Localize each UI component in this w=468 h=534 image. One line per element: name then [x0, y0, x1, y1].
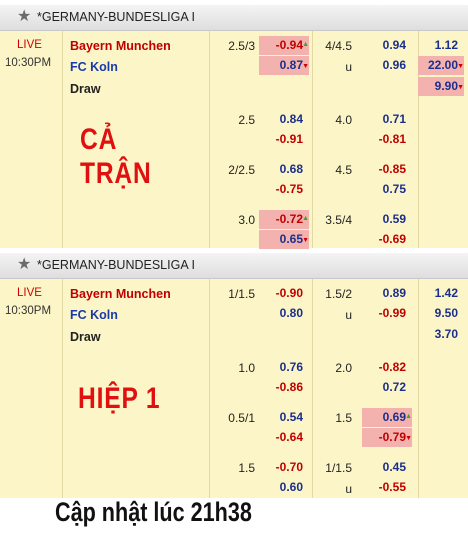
over-under-line: 4.5 [335, 163, 352, 177]
status-column: LIVE 10:30PM [0, 279, 63, 498]
under-odds[interactable]: -0.81 [378, 132, 406, 146]
away-team[interactable]: FC Koln [70, 308, 118, 322]
draw-odds[interactable]: 3.70 [434, 327, 458, 341]
live-badge: LIVE [17, 39, 42, 51]
home-team[interactable]: Bayern Munchen [70, 39, 171, 53]
handicap-home-odds[interactable]: 0.76 [279, 360, 303, 374]
handicap-away-odds[interactable]: 0.87 [259, 56, 309, 76]
under-label: u [345, 60, 352, 74]
under-odds[interactable]: -0.69 [378, 232, 406, 246]
over-odds[interactable]: 0.59 [382, 212, 406, 226]
star-icon[interactable]: ★ [17, 256, 32, 273]
league-title: *GERMANY-BUNDESLIGA I [37, 258, 195, 272]
1x2-column: 1.42 9.50 3.70 [418, 279, 468, 498]
handicap-home-odds[interactable]: -0.70 [275, 460, 303, 474]
over-odds[interactable]: 0.89 [382, 286, 406, 300]
handicap-away-odds[interactable]: -0.64 [275, 430, 303, 444]
under-label: u [345, 482, 352, 496]
over-under-line: 4/4.5 [325, 39, 352, 53]
over-under-line: 3.5/4 [325, 213, 352, 227]
under-odds[interactable]: 0.72 [382, 380, 406, 394]
over-odds[interactable]: 0.69 [362, 407, 412, 427]
home-win-odds[interactable]: 1.42 [434, 286, 458, 300]
handicap-column: 1/1.5 -0.90 0.80 1.0 0.76 -0.86 0.5/1 0.… [209, 279, 313, 498]
handicap-line: 2.5/3 [228, 39, 255, 53]
handicap-home-odds[interactable]: -0.94 [259, 35, 309, 55]
over-under-line: 1.5 [335, 411, 352, 425]
under-odds[interactable]: 0.75 [382, 182, 406, 196]
over-under-line: 1/1.5 [325, 461, 352, 475]
period-overlay-text: CẢ TRẬN [80, 123, 152, 190]
handicap-line: 2/2.5 [228, 163, 255, 177]
away-win-odds[interactable]: 9.50 [434, 306, 458, 320]
handicap-home-odds[interactable]: -0.72 [259, 209, 309, 229]
star-icon[interactable]: ★ [17, 8, 32, 25]
over-under-column: 4/4.5 u 0.94 0.96 4.0 0.71 -0.81 4.5 -0.… [312, 31, 419, 248]
handicap-line: 1.5 [238, 461, 255, 475]
under-odds[interactable]: -0.55 [378, 480, 406, 494]
handicap-away-odds[interactable]: -0.91 [275, 132, 303, 146]
home-team[interactable]: Bayern Munchen [70, 287, 171, 301]
over-under-line: 1.5/2 [325, 287, 352, 301]
under-odds[interactable]: -0.79 [362, 428, 412, 448]
league-header-2[interactable]: ★ *GERMANY-BUNDESLIGA I [0, 253, 468, 279]
handicap-line: 3.0 [238, 213, 255, 227]
over-odds[interactable]: -0.82 [378, 360, 406, 374]
away-win-odds[interactable]: 22.00 [418, 56, 464, 76]
handicap-line: 1.0 [238, 361, 255, 375]
under-odds[interactable]: 0.96 [382, 58, 406, 72]
handicap-home-odds[interactable]: 0.68 [279, 162, 303, 176]
handicap-column: 2.5/3 -0.94 0.87 2.5 0.84 -0.91 2/2.5 0.… [209, 31, 313, 250]
handicap-away-odds[interactable]: 0.80 [279, 306, 303, 320]
handicap-home-odds[interactable]: 0.54 [279, 410, 303, 424]
kickoff-time: 10:30PM [5, 305, 52, 317]
draw-odds[interactable]: 9.90 [418, 77, 464, 97]
match-block-full-time: LIVE 10:30PM Bayern Munchen FC Koln Draw… [0, 31, 468, 250]
over-under-line: 2.0 [335, 361, 352, 375]
update-time-caption: Cập nhật lúc 21h38 [55, 497, 252, 527]
handicap-line: 2.5 [238, 113, 255, 127]
over-odds[interactable]: 0.45 [382, 460, 406, 474]
handicap-home-odds[interactable]: 0.84 [279, 112, 303, 126]
teams-column: Bayern Munchen FC Koln Draw CẢ TRẬN [62, 31, 210, 248]
under-label: u [345, 308, 352, 322]
away-team[interactable]: FC Koln [70, 60, 118, 74]
status-column: LIVE 10:30PM [0, 31, 63, 248]
under-odds[interactable]: -0.99 [378, 306, 406, 320]
period-overlay-text: HIỆP 1 [78, 382, 161, 415]
over-under-column: 1.5/2 u 0.89 -0.99 2.0 -0.82 0.72 1.5 0.… [312, 279, 419, 498]
handicap-line: 0.5/1 [228, 411, 255, 425]
over-odds[interactable]: -0.85 [378, 162, 406, 176]
draw-label: Draw [70, 82, 101, 96]
handicap-away-odds[interactable]: -0.86 [275, 380, 303, 394]
1x2-column: 1.12 22.00 9.90 [418, 31, 468, 248]
handicap-away-odds[interactable]: 0.65 [259, 230, 309, 250]
handicap-away-odds[interactable]: 0.60 [279, 480, 303, 494]
home-win-odds[interactable]: 1.12 [434, 38, 458, 52]
handicap-away-odds[interactable]: -0.75 [275, 182, 303, 196]
handicap-home-odds[interactable]: -0.90 [275, 286, 303, 300]
live-badge: LIVE [17, 287, 42, 299]
league-title: *GERMANY-BUNDESLIGA I [37, 10, 195, 24]
kickoff-time: 10:30PM [5, 57, 52, 69]
teams-column: Bayern Munchen FC Koln Draw HIỆP 1 [62, 279, 210, 498]
over-odds[interactable]: 0.71 [382, 112, 406, 126]
handicap-line: 1/1.5 [228, 287, 255, 301]
over-odds[interactable]: 0.94 [382, 38, 406, 52]
match-block-first-half: LIVE 10:30PM Bayern Munchen FC Koln Draw… [0, 279, 468, 498]
draw-label: Draw [70, 330, 101, 344]
league-header-1[interactable]: ★ *GERMANY-BUNDESLIGA I [0, 5, 468, 31]
over-under-line: 4.0 [335, 113, 352, 127]
